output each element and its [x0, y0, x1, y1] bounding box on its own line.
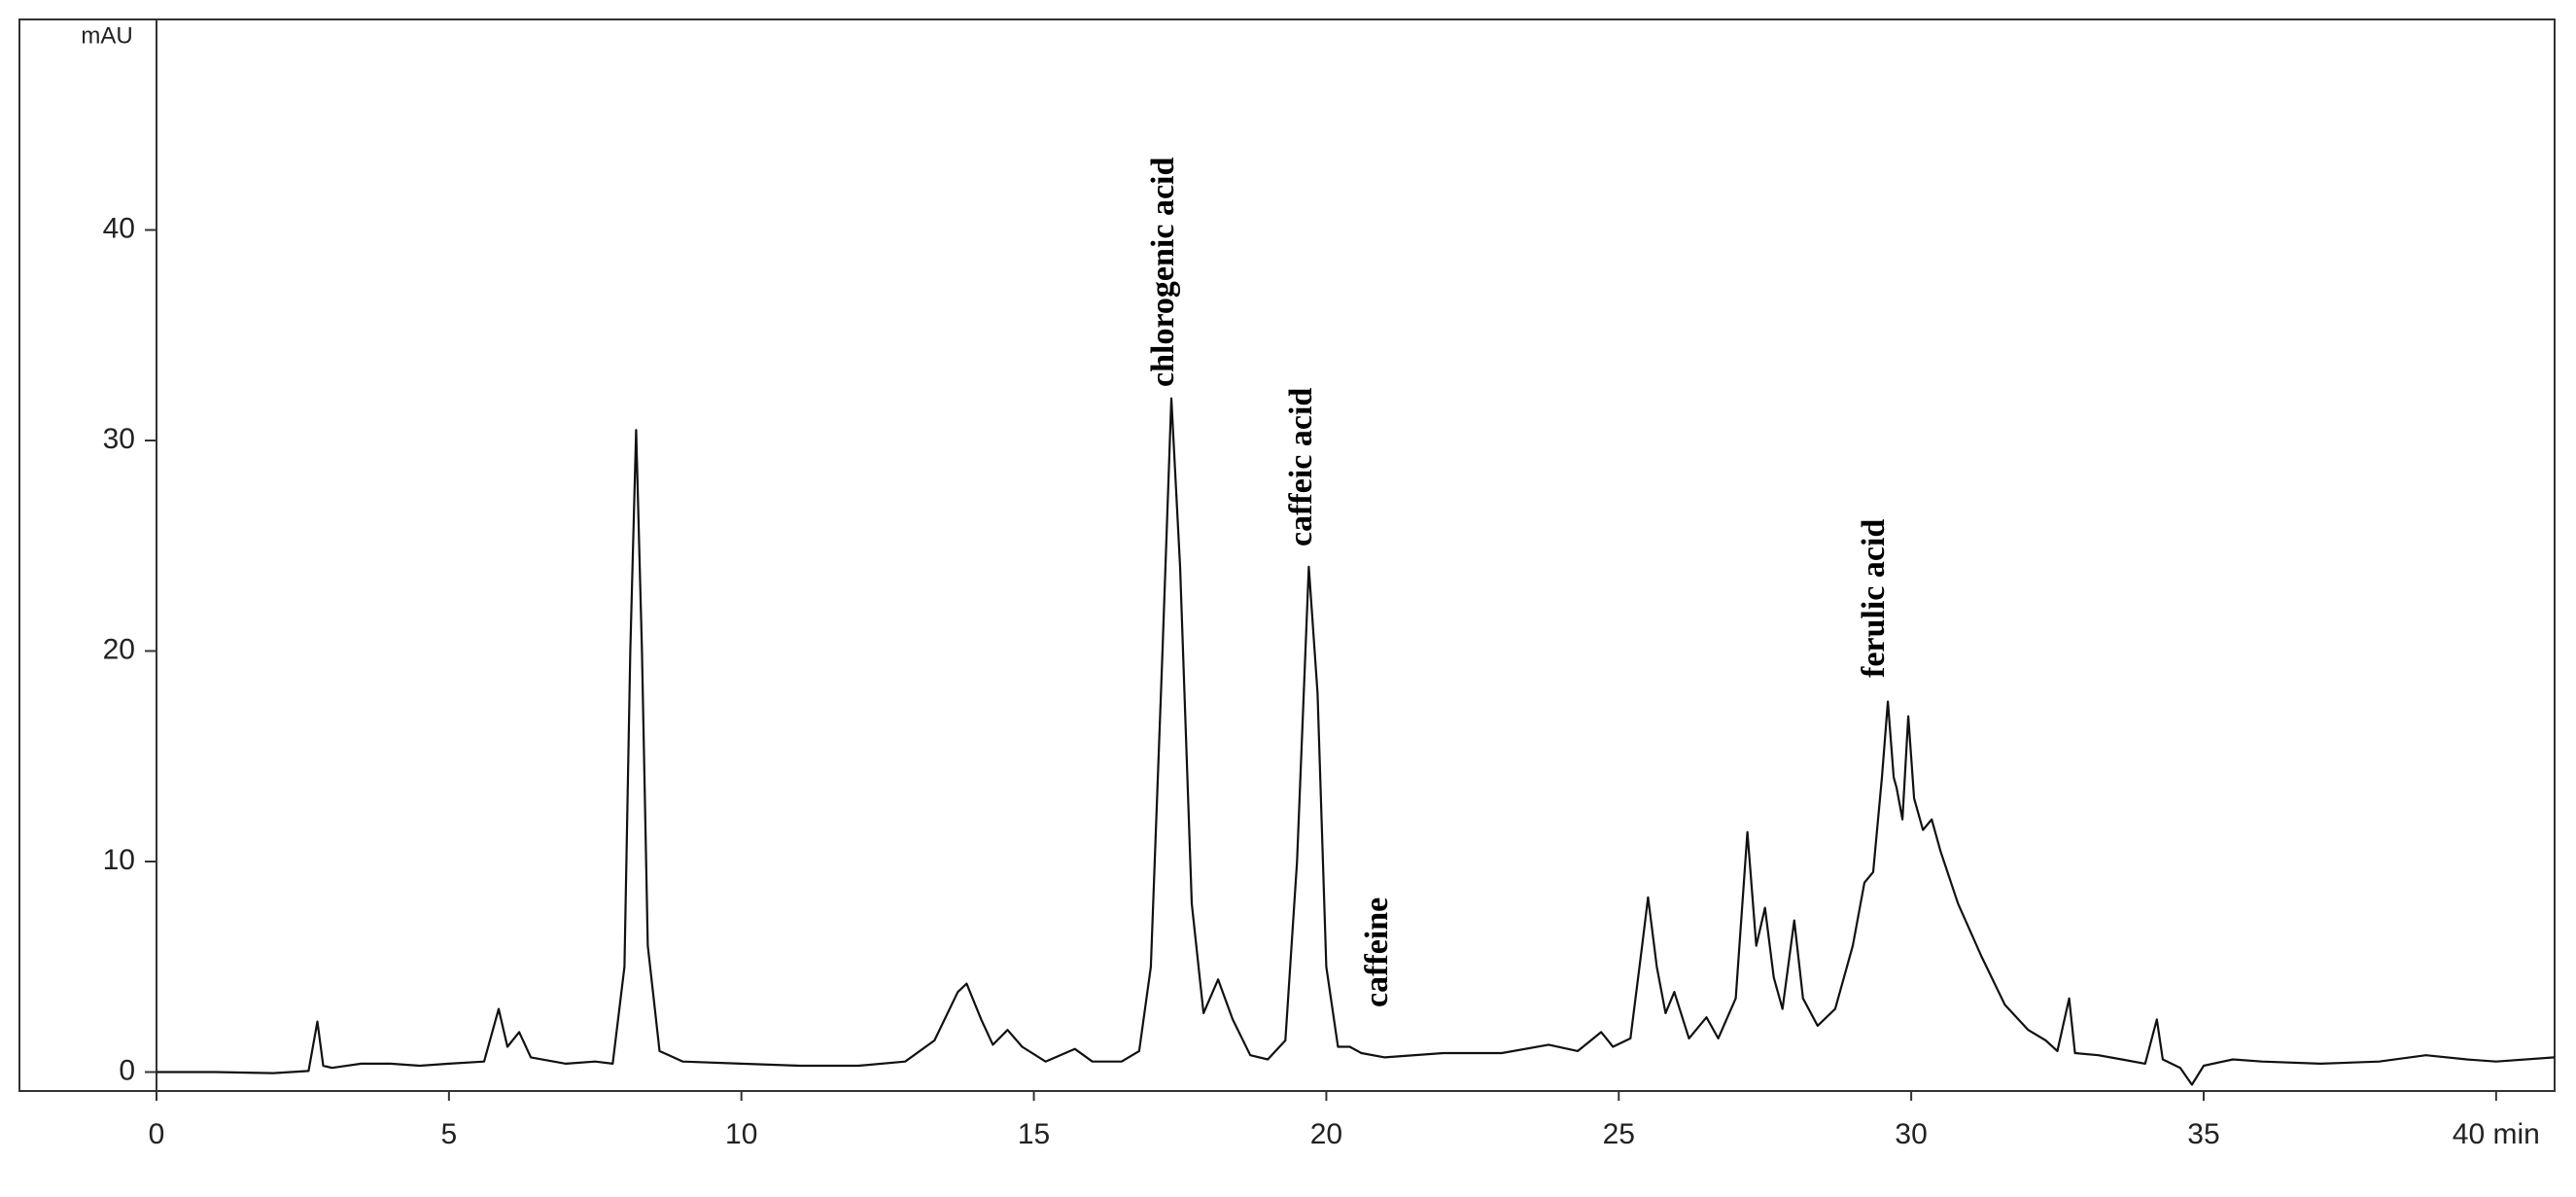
y-tick-label: 30	[103, 423, 135, 455]
y-tick-label: 40	[103, 212, 135, 244]
x-tick-label: 10	[725, 1118, 757, 1150]
peak-annotation: chlorogenic acid	[1145, 158, 1181, 387]
y-tick-label: 0	[119, 1054, 135, 1086]
x-tick-label: 25	[1603, 1118, 1635, 1150]
chromatogram-line	[157, 397, 2556, 1086]
x-tick-label: 40 min	[2453, 1118, 2540, 1150]
frame	[18, 18, 2556, 1092]
y-axis-label: mAU	[81, 22, 132, 49]
peak-annotation: ferulic acid	[1856, 519, 1892, 678]
x-tick-label: 15	[1018, 1118, 1050, 1150]
x-tick-label: 30	[1895, 1118, 1927, 1150]
x-tick-label: 20	[1310, 1118, 1342, 1150]
x-tick-label: 35	[2187, 1118, 2219, 1150]
y-tick-label: 20	[103, 633, 135, 665]
peak-annotation: caffeine	[1359, 898, 1395, 1007]
x-tick-label: 0	[149, 1118, 165, 1150]
y-tick-label: 10	[103, 844, 135, 876]
x-tick-label: 5	[441, 1118, 458, 1150]
peak-annotation: caffeic acid	[1283, 388, 1319, 546]
